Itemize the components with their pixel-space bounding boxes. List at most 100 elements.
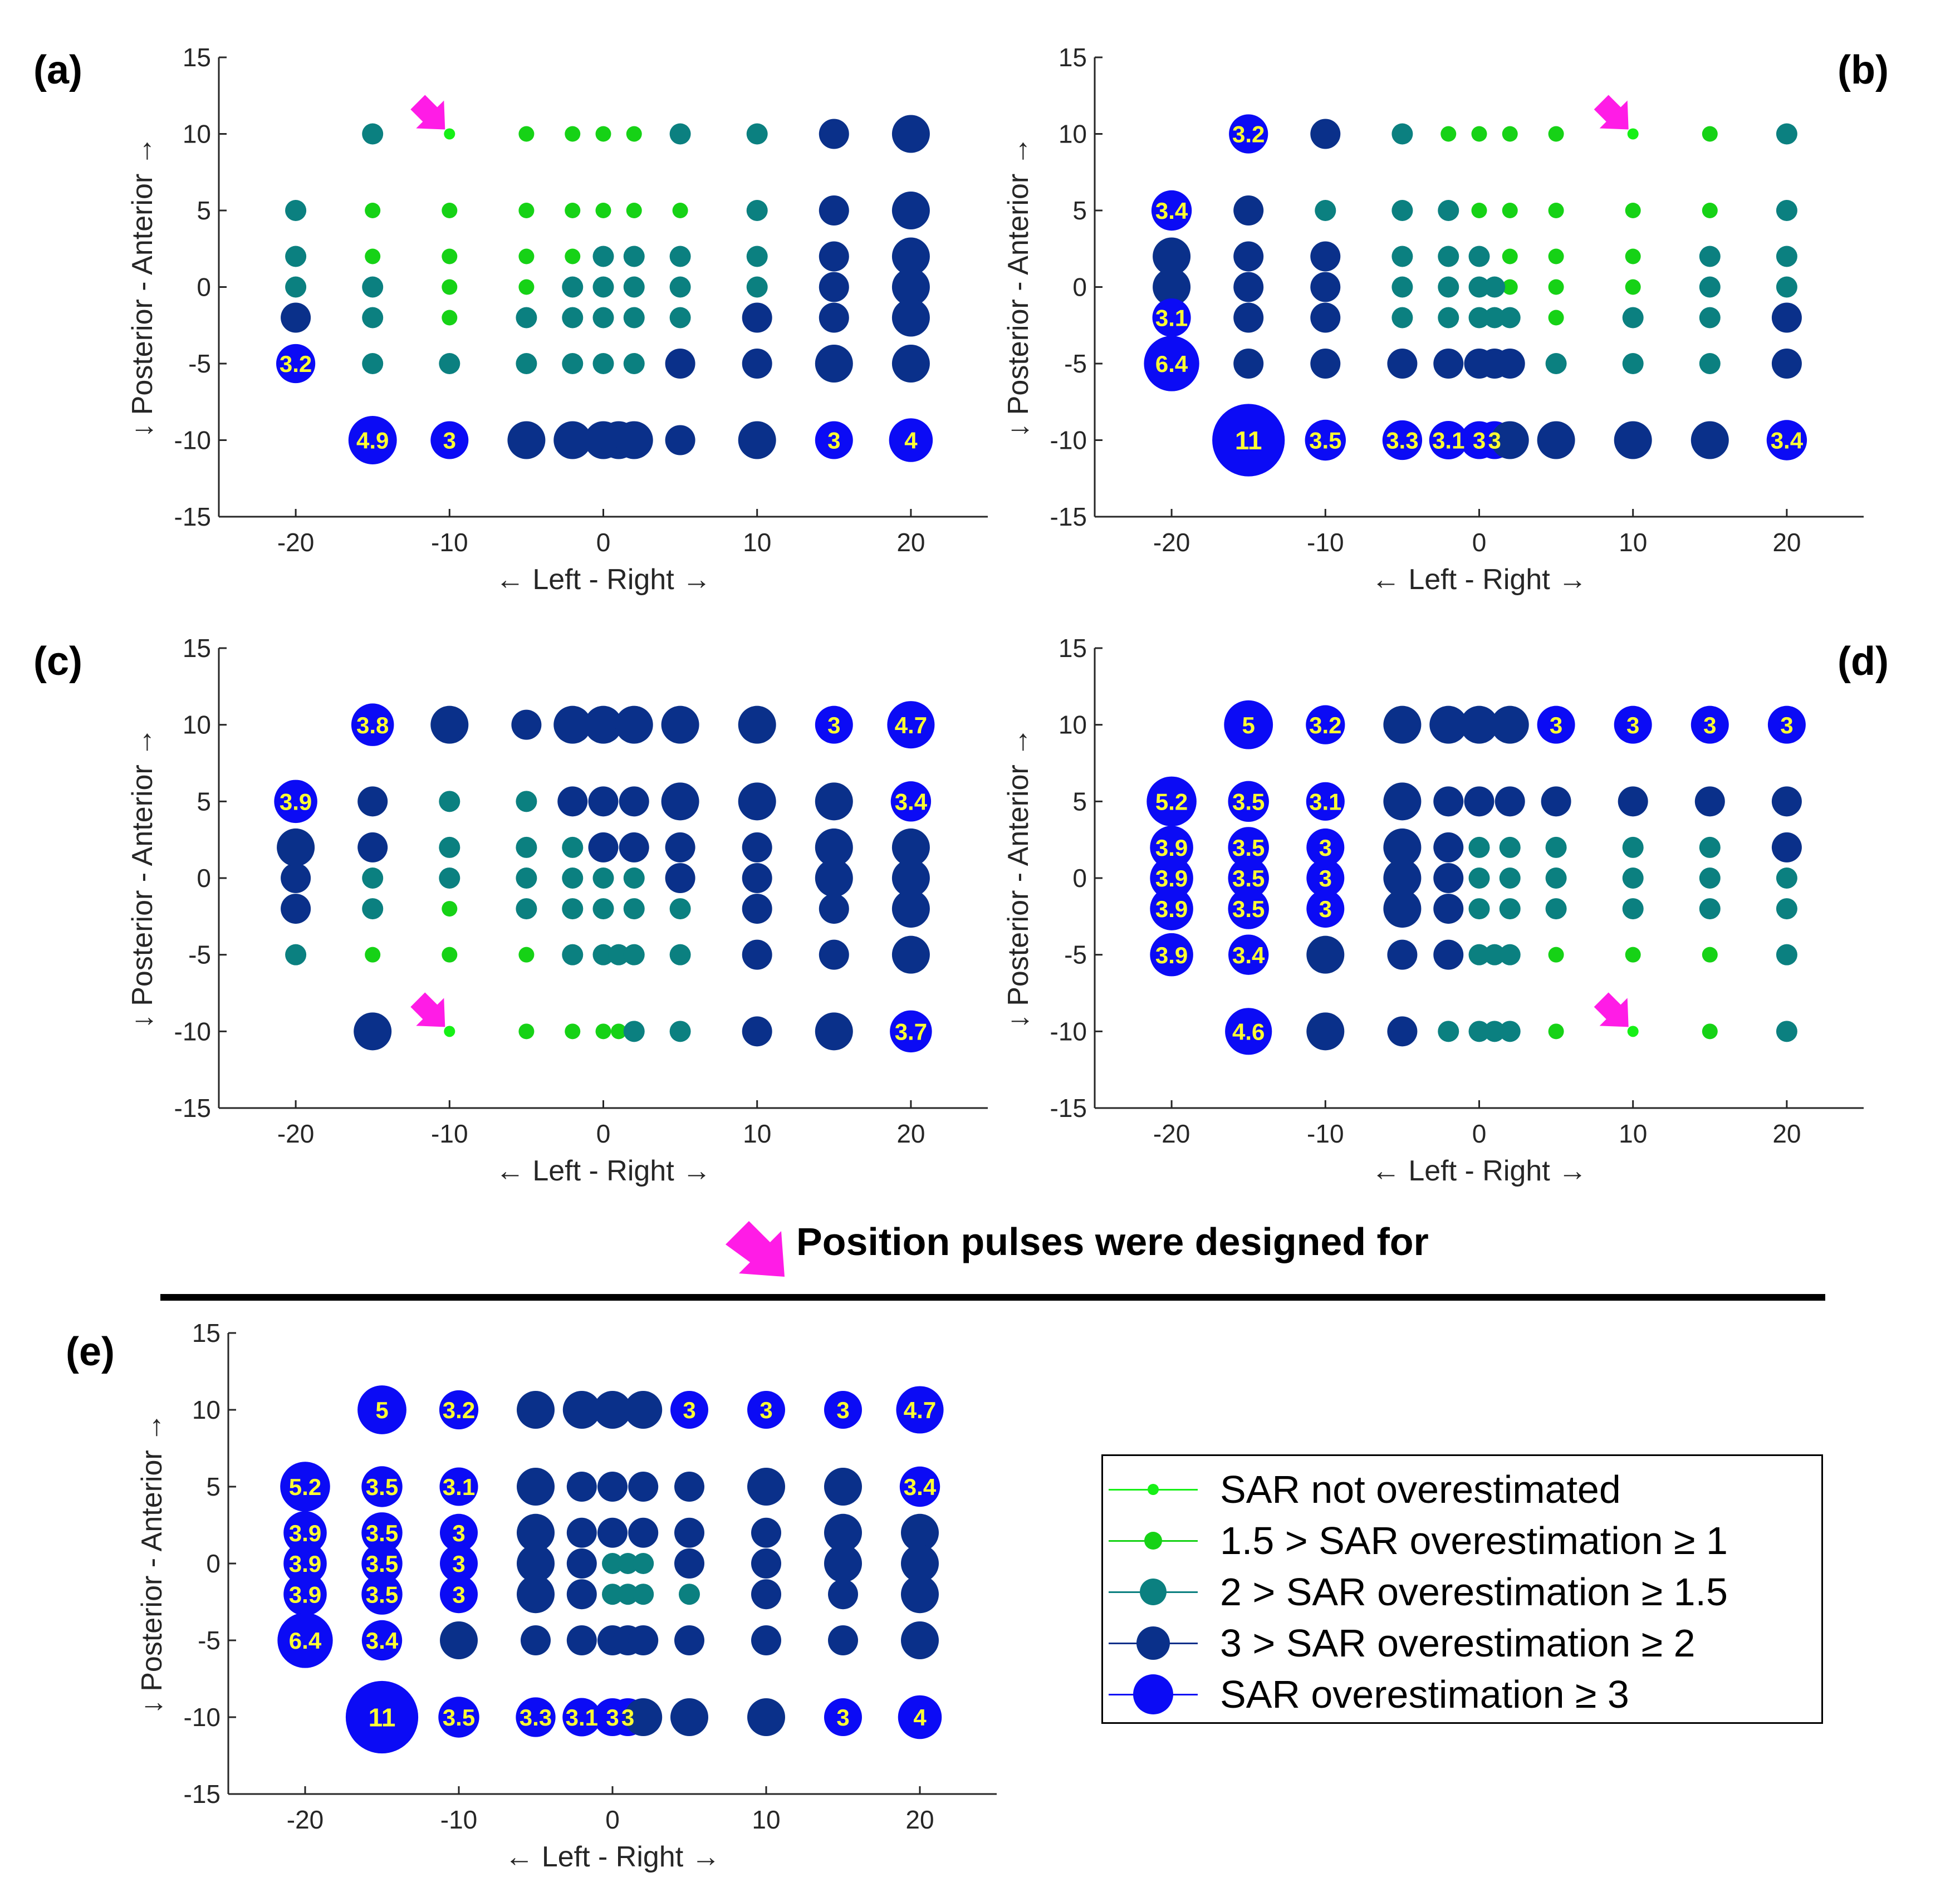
data-point [828, 1625, 858, 1655]
y-tick-label: 15 [1059, 634, 1087, 663]
legend-label: SAR not overestimated [1220, 1468, 1621, 1511]
x-tick-label: 10 [1619, 1119, 1647, 1148]
data-point [565, 203, 581, 218]
y-tick-label: 10 [183, 710, 211, 739]
data-point [566, 1625, 597, 1655]
data-point [1537, 705, 1575, 744]
data-point [357, 832, 388, 862]
data-label: 3.9 [1155, 865, 1188, 891]
data-point [665, 425, 695, 455]
data-point [901, 1513, 939, 1552]
data-label: 3.5 [366, 1551, 398, 1577]
data-point [1440, 126, 1457, 142]
legend-item: 3 > SAR overestimation ≥ 2 [1103, 1618, 1821, 1669]
x-tick-label: 10 [743, 1119, 771, 1148]
data-point [1153, 268, 1191, 306]
data-point [1548, 310, 1564, 326]
y-tick-label: 5 [1072, 787, 1087, 816]
data-label: 3.5 [1232, 896, 1265, 922]
data-point [746, 200, 768, 221]
data-point [1491, 421, 1529, 459]
data-point [899, 1466, 940, 1507]
data-point [1433, 894, 1464, 924]
x-tick-label: -10 [1307, 1119, 1344, 1148]
data-point [592, 898, 614, 920]
data-label: 3.5 [443, 1704, 475, 1731]
y-tick-label: 10 [192, 1395, 220, 1424]
legend-marker [1148, 1484, 1159, 1495]
data-label: 3 [1319, 835, 1332, 861]
data-point [1484, 944, 1506, 965]
data-label: 3 [1319, 865, 1332, 891]
data-point [553, 421, 592, 459]
data-label: 5.2 [1155, 788, 1188, 815]
data-point [819, 195, 849, 226]
data-point [1464, 786, 1494, 817]
data-point [562, 898, 584, 920]
data-point [516, 867, 537, 889]
data-point [615, 705, 653, 744]
x-axis-label: ← Left - Right → [496, 563, 711, 596]
data-point [1438, 276, 1459, 298]
data-point [669, 307, 691, 329]
data-point [281, 302, 311, 333]
legend-marker [1140, 1579, 1167, 1605]
data-label: 3.3 [1386, 428, 1418, 454]
data-point [1625, 203, 1641, 218]
data-point [1548, 279, 1564, 295]
panel-label: (d) [1837, 639, 1889, 684]
data-point [1228, 827, 1269, 868]
data-point [516, 836, 537, 858]
data-point [665, 863, 695, 893]
data-label: 3 [1626, 712, 1639, 738]
data-label: 3.5 [366, 1474, 398, 1500]
data-point [283, 1511, 327, 1555]
data-point [742, 894, 772, 924]
data-point [584, 705, 623, 744]
data-point [1699, 353, 1721, 374]
data-point [518, 1023, 535, 1040]
data-point [626, 203, 642, 218]
data-point [517, 1391, 555, 1429]
data-point [889, 418, 933, 462]
data-point [362, 123, 384, 145]
data-label: 3.8 [356, 712, 389, 738]
data-point [1212, 404, 1285, 477]
data-point [747, 1391, 785, 1429]
data-point [1776, 867, 1797, 889]
x-axis-label: ← Left - Right → [504, 1841, 720, 1873]
data-point [1310, 302, 1341, 333]
legend-label: SAR overestimation ≥ 3 [1220, 1673, 1629, 1716]
data-point [611, 1023, 627, 1040]
data-point [1228, 781, 1269, 822]
y-axis-label: ↓ Posterior - Anterior → [1002, 136, 1035, 437]
data-point [566, 1579, 597, 1610]
data-point [1484, 1021, 1506, 1042]
data-point [553, 705, 592, 744]
data-point [1699, 867, 1721, 889]
data-point [815, 859, 853, 897]
data-point [1699, 898, 1721, 920]
data-point [1545, 898, 1567, 920]
data-point [1537, 421, 1575, 459]
x-tick-label: 20 [896, 1119, 925, 1148]
data-label: 3.1 [566, 1704, 598, 1731]
data-point [815, 828, 853, 866]
data-point [819, 939, 849, 970]
data-point [674, 1625, 704, 1655]
data-point [565, 126, 581, 142]
legend-marker [1133, 1674, 1173, 1714]
data-point [592, 307, 614, 329]
data-point [665, 832, 695, 862]
data-point [1771, 832, 1802, 862]
panel-label: (a) [33, 48, 82, 92]
y-tick-label: 15 [183, 634, 211, 663]
data-point [626, 126, 642, 142]
data-point [562, 836, 584, 858]
y-tick-label: -15 [184, 1780, 220, 1808]
y-tick-label: 15 [183, 43, 211, 72]
data-point [1383, 890, 1422, 928]
data-point [824, 1545, 862, 1582]
data-point [624, 1698, 663, 1736]
data-point [283, 1542, 327, 1585]
